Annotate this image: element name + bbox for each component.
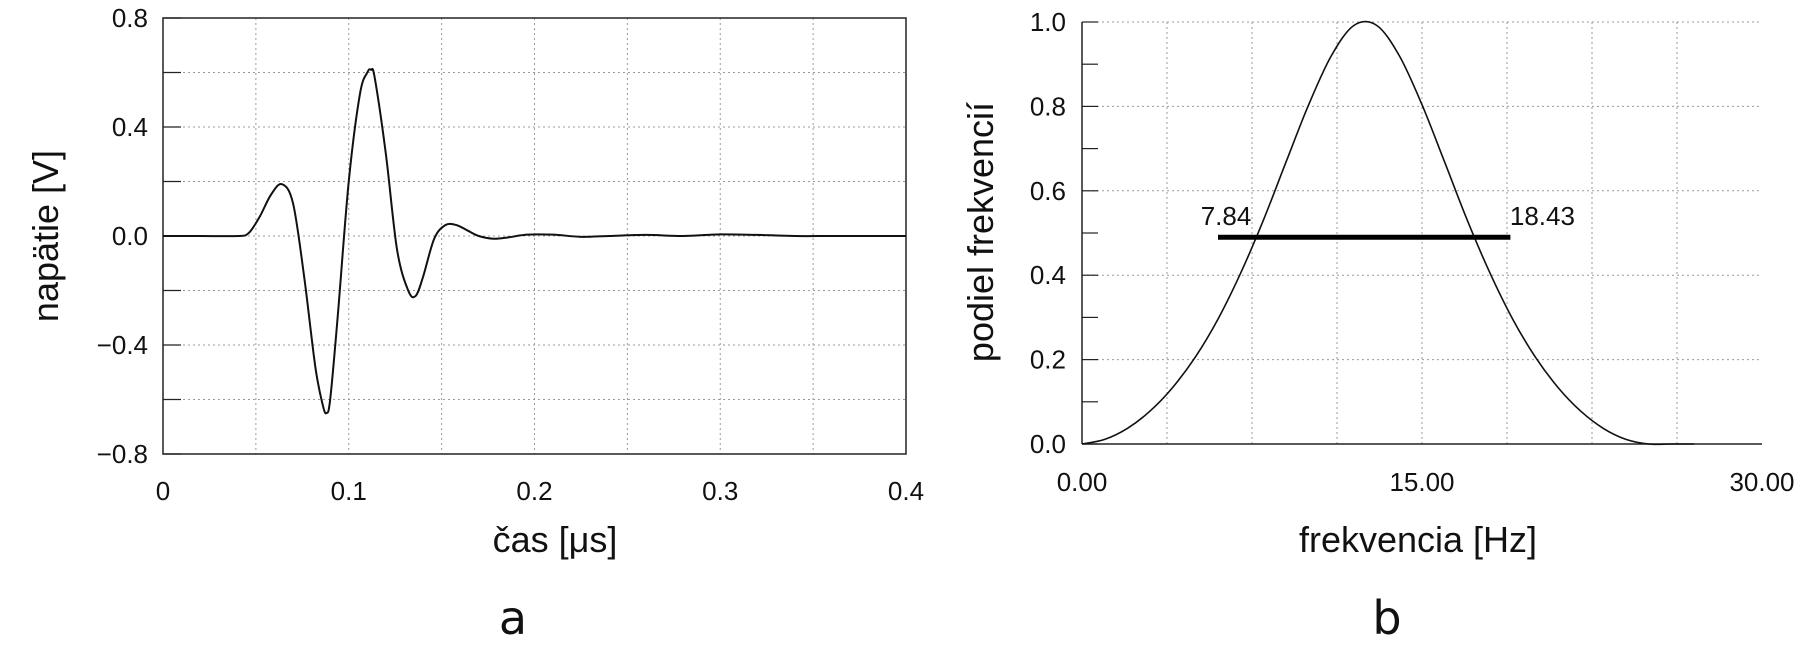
chart-b-x-axis-title: frekvencia [Hz] xyxy=(1299,519,1537,560)
chart-a-x-axis-title: čas [μs] xyxy=(493,519,618,560)
chart-b-y-axis-title: podiel frekvencií xyxy=(960,102,1001,362)
chart-panel-b: 1.0 0.8 0.6 0.4 0.2 0.0 0.00 15.00 30.00 7.84 1… xyxy=(960,7,1795,645)
bandwidth-left-label: 7.84 xyxy=(1201,201,1252,231)
panel-label-b: b xyxy=(1372,591,1401,645)
chart-a-x-tick-labels: 0 0.1 0.2 0.3 0.4 xyxy=(156,476,924,506)
chart-a-x-tick-label: 0.1 xyxy=(331,476,367,506)
chart-a-y-tick-labels: 0.8 0.4 0.0 −0.4 −0.8 xyxy=(97,3,148,469)
chart-b-y-tick-label: 0.4 xyxy=(1030,260,1066,290)
chart-a-x-tick-label: 0.4 xyxy=(888,476,924,506)
chart-b-series-line xyxy=(1081,20,1694,446)
chart-b-tick-marks xyxy=(1082,21,1098,445)
chart-b-x-tick-labels: 0.00 15.00 30.00 xyxy=(1057,467,1795,497)
chart-b-x-tick-label: 15.00 xyxy=(1389,467,1454,497)
chart-a-y-tick-label: −0.8 xyxy=(97,439,148,469)
chart-b-x-tick-label: 0.00 xyxy=(1057,467,1108,497)
chart-a-series-line xyxy=(163,67,906,415)
chart-b-y-tick-label: 0.8 xyxy=(1030,91,1066,121)
chart-a-y-tick-label: −0.4 xyxy=(97,330,148,360)
bandwidth-right-label: 18.43 xyxy=(1510,201,1575,231)
chart-a-y-tick-label: 0.4 xyxy=(112,112,148,142)
chart-a-grid xyxy=(163,18,906,454)
chart-panel-a: 0.8 0.4 0.0 −0.4 −0.8 0 0.1 0.2 0.3 0.4 čas [μs]… xyxy=(25,3,924,645)
chart-b-grid xyxy=(1082,21,1762,444)
chart-b-y-tick-labels: 1.0 0.8 0.6 0.4 0.2 0.0 xyxy=(1030,7,1066,459)
chart-a-y-axis-title: napätie [V] xyxy=(25,150,66,322)
panel-label-a: a xyxy=(499,591,527,645)
chart-b-y-tick-label: 0.2 xyxy=(1030,345,1066,375)
chart-b-y-tick-label: 0.6 xyxy=(1030,176,1066,206)
chart-b-y-tick-label: 1.0 xyxy=(1030,7,1066,37)
chart-b-x-tick-label: 30.00 xyxy=(1729,467,1794,497)
chart-b-y-tick-label: 0.0 xyxy=(1030,429,1066,459)
chart-a-y-tick-label: 0.0 xyxy=(112,221,148,251)
chart-a-x-tick-label: 0.3 xyxy=(702,476,738,506)
chart-a-y-tick-label: 0.8 xyxy=(112,3,148,33)
chart-a-x-tick-label: 0.2 xyxy=(516,476,552,506)
chart-a-x-tick-label: 0 xyxy=(156,476,170,506)
